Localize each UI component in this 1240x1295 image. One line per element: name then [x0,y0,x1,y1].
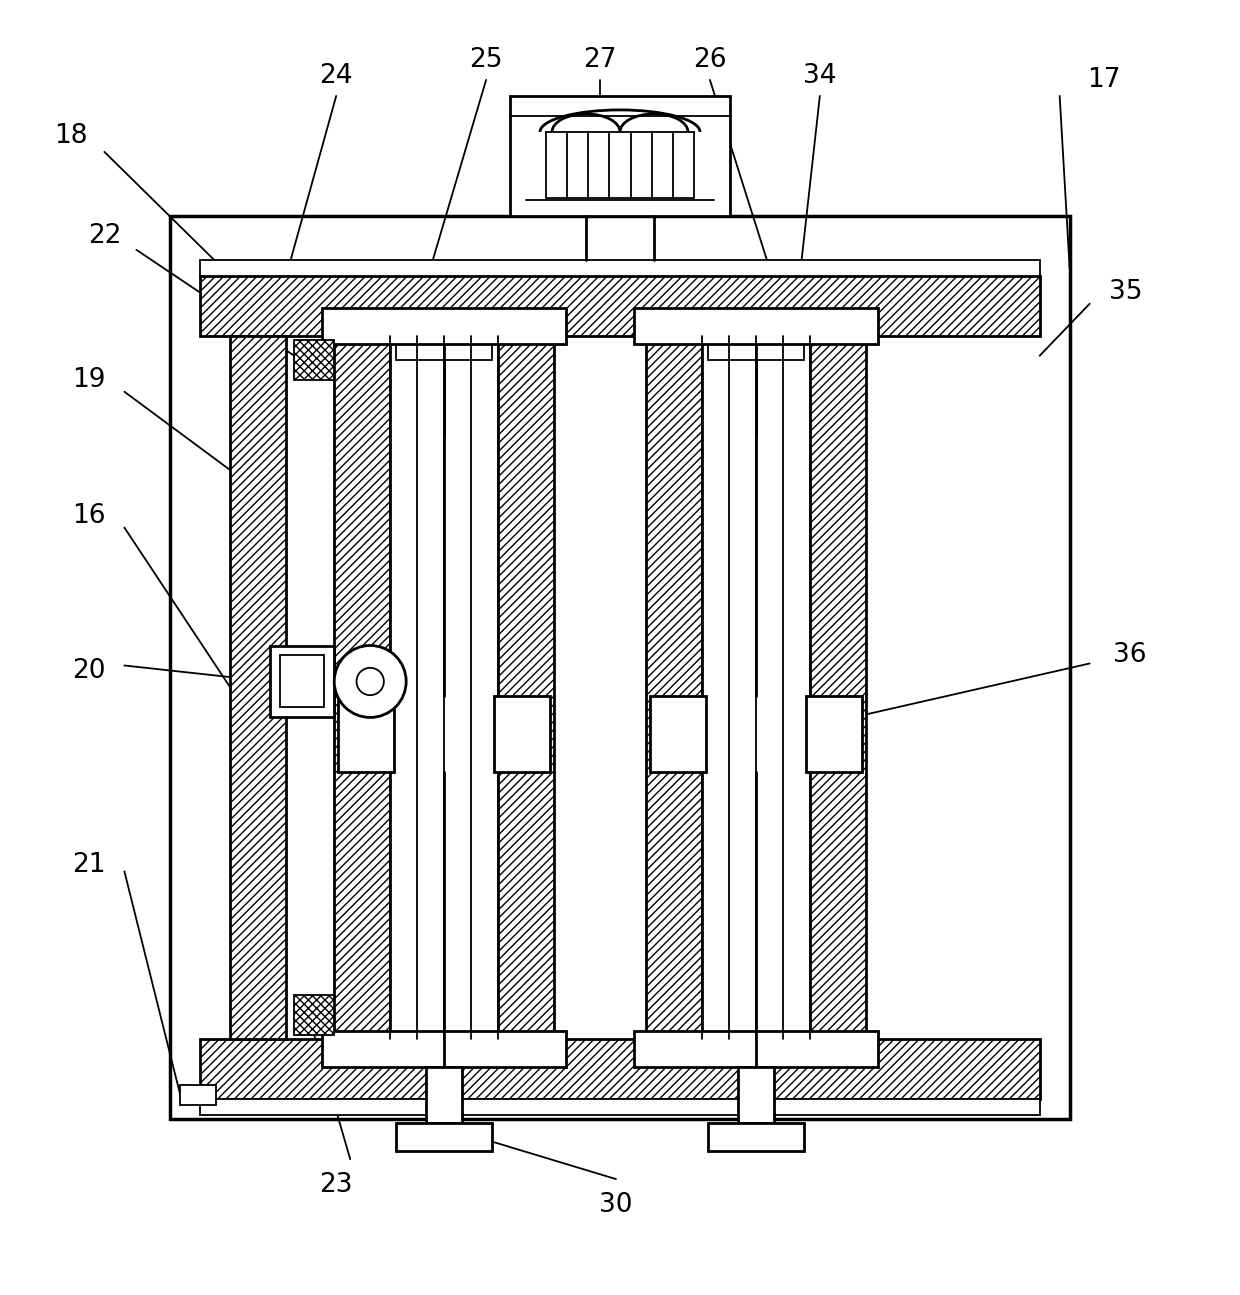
Text: 25: 25 [470,47,503,73]
Bar [294,996,335,1035]
Bar [339,695,394,772]
Bar [270,645,335,717]
Bar [396,332,492,360]
Bar [322,1031,565,1067]
Ellipse shape [712,312,800,339]
Text: 23: 23 [320,1172,353,1198]
Bar [708,332,804,360]
Bar [494,695,551,772]
Text: 17: 17 [1087,67,1121,93]
Text: 27: 27 [583,47,616,73]
Bar [650,695,706,772]
Text: 22: 22 [88,223,122,249]
Bar [201,260,1039,276]
Bar [396,1123,492,1151]
Text: 30: 30 [599,1193,632,1219]
Bar [335,335,391,1039]
Bar [510,96,730,216]
Bar [201,1039,1039,1099]
Bar [738,1067,774,1123]
Bar [810,335,866,1039]
Text: 26: 26 [693,47,727,73]
Text: 16: 16 [72,502,105,528]
Bar [498,335,554,1039]
Bar [634,1031,878,1067]
Bar [427,1067,463,1123]
Bar [280,655,324,707]
Text: 18: 18 [53,123,87,149]
Text: 19: 19 [72,366,105,392]
Text: 24: 24 [320,63,353,89]
Circle shape [357,668,384,695]
Text: 20: 20 [72,658,105,685]
Circle shape [335,645,407,717]
Bar [806,695,862,772]
Bar [634,308,878,343]
Bar [180,1085,216,1105]
Bar [231,335,286,1039]
Text: 36: 36 [1112,642,1146,668]
Bar [201,276,1039,335]
Text: 35: 35 [1109,278,1142,304]
Ellipse shape [420,319,469,333]
Bar [170,216,1070,1119]
Bar [294,339,335,379]
Bar [322,308,565,343]
Text: 21: 21 [72,852,105,878]
Bar [646,335,702,1039]
Ellipse shape [732,319,780,333]
Text: 34: 34 [804,63,837,89]
Bar [708,1123,804,1151]
Bar [335,672,371,692]
Ellipse shape [401,312,489,339]
Bar [201,1099,1039,1115]
